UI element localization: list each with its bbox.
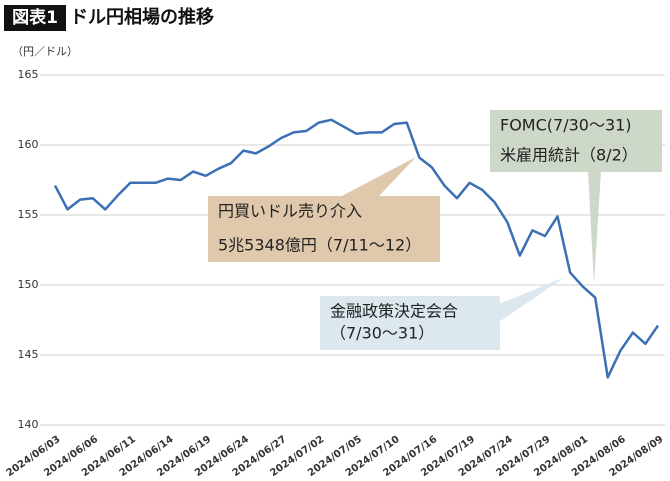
title-tag-box <box>4 5 66 31</box>
y-tick-label: 155 <box>18 208 39 221</box>
y-tick-label: 165 <box>18 68 39 81</box>
chart-title: ドル円相場の推移 <box>70 6 214 28</box>
callout-text: 金融政策決定会合 <box>330 302 458 321</box>
y-tick-label: 140 <box>18 418 39 431</box>
line <box>53 118 660 379</box>
y-axis-label: （円／ドル） <box>12 45 78 58</box>
callout-pointer <box>340 157 416 197</box>
y-tick-label: 160 <box>18 138 39 151</box>
callout-text: 円買いドル売り介入 <box>218 202 362 221</box>
callout-box <box>208 196 440 262</box>
callout-text: 5兆5348億円（7/11〜12） <box>218 236 421 255</box>
y-tick-label: 145 <box>18 348 39 361</box>
callout-text: 米雇用統計（8/2） <box>500 146 638 165</box>
callout-text: FOMC(7/30〜31) <box>500 116 632 135</box>
callout-box <box>320 296 500 350</box>
title-tag: 図表1 <box>12 7 58 28</box>
callout-pointer <box>588 171 601 284</box>
callout-pointer <box>499 277 565 322</box>
callout-box <box>490 110 662 172</box>
y-tick-label: 150 <box>18 278 39 291</box>
callout-text: （7/30〜31） <box>330 324 434 343</box>
